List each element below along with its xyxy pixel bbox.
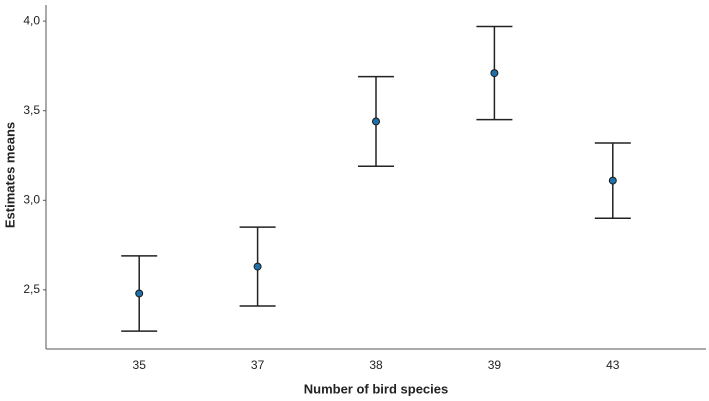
x-tick-label: 38: [369, 358, 383, 372]
mean-point: [372, 117, 380, 126]
x-tick-label: 39: [488, 358, 502, 372]
y-tick-label: 2,5: [23, 282, 40, 296]
x-tick-label: 43: [606, 358, 620, 372]
x-tick-label: 37: [251, 358, 265, 372]
mean-point: [490, 69, 499, 78]
mean-point: [608, 176, 617, 185]
mean-point: [253, 262, 262, 271]
y-tick-label: 3,5: [23, 103, 40, 117]
y-axis-title: Estimates means: [2, 122, 17, 228]
x-axis-title: Number of bird species: [304, 381, 448, 396]
y-tick-label: 4,0: [23, 13, 40, 27]
x-tick-label: 35: [133, 358, 147, 372]
y-tick-label: 3,0: [23, 192, 40, 206]
mean-point: [135, 289, 144, 298]
